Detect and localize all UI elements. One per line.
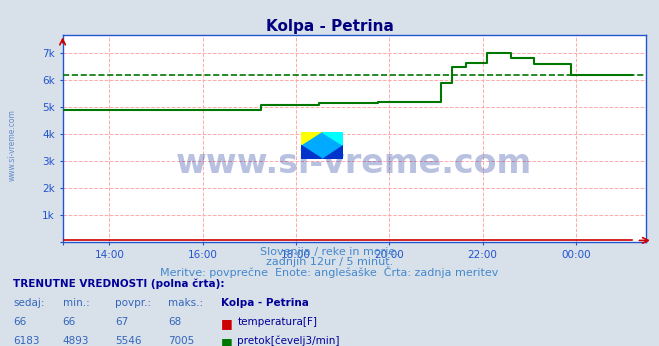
Text: 68: 68 (168, 317, 181, 327)
Text: temperatura[F]: temperatura[F] (237, 317, 317, 327)
Polygon shape (301, 145, 322, 158)
Text: min.:: min.: (63, 298, 90, 308)
Text: TRENUTNE VREDNOSTI (polna črta):: TRENUTNE VREDNOSTI (polna črta): (13, 279, 225, 289)
Text: 4893: 4893 (63, 336, 89, 346)
Polygon shape (322, 145, 343, 158)
Polygon shape (301, 132, 322, 145)
Text: Kolpa - Petrina: Kolpa - Petrina (266, 19, 393, 34)
Text: zadnjih 12ur / 5 minut.: zadnjih 12ur / 5 minut. (266, 257, 393, 267)
Polygon shape (322, 132, 343, 158)
Text: 67: 67 (115, 317, 129, 327)
Polygon shape (301, 145, 322, 158)
Text: Kolpa - Petrina: Kolpa - Petrina (221, 298, 308, 308)
Text: 66: 66 (63, 317, 76, 327)
Text: povpr.:: povpr.: (115, 298, 152, 308)
Text: ■: ■ (221, 336, 233, 346)
Text: maks.:: maks.: (168, 298, 203, 308)
Text: sedaj:: sedaj: (13, 298, 45, 308)
Text: Meritve: povprečne  Enote: anglešaške  Črta: zadnja meritev: Meritve: povprečne Enote: anglešaške Črt… (160, 266, 499, 278)
Text: Slovenija / reke in morje.: Slovenija / reke in morje. (260, 247, 399, 257)
Text: pretok[čevelj3/min]: pretok[čevelj3/min] (237, 336, 340, 346)
Text: 6183: 6183 (13, 336, 40, 346)
Text: 5546: 5546 (115, 336, 142, 346)
Text: www.si-vreme.com: www.si-vreme.com (176, 147, 532, 180)
Text: 66: 66 (13, 317, 26, 327)
Polygon shape (322, 132, 343, 145)
Text: www.si-vreme.com: www.si-vreme.com (8, 109, 17, 181)
Text: 7005: 7005 (168, 336, 194, 346)
Polygon shape (301, 132, 322, 145)
Text: ■: ■ (221, 317, 233, 330)
Polygon shape (322, 132, 343, 145)
Polygon shape (301, 132, 343, 158)
